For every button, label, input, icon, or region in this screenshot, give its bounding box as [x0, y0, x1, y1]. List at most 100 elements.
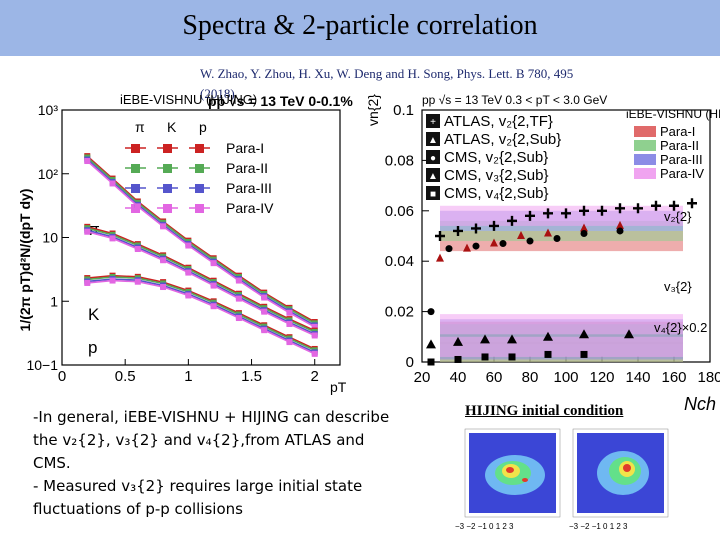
- spectra-legend-col: K: [167, 119, 177, 135]
- vn-annotation: v₄{2}×0.2: [654, 320, 707, 335]
- spectra-point: [84, 279, 91, 286]
- spectra-legend-label: Para-III: [226, 180, 272, 196]
- spectra-point: [261, 308, 268, 315]
- vn-point-atlas-tf: [543, 208, 553, 219]
- vn-legend-label: ATLAS, v₂{2,Sub}: [444, 131, 561, 148]
- vn-legend-label: CMS, v₄{2,Sub}: [444, 185, 549, 202]
- vn-xtick-label: 180: [697, 369, 720, 386]
- spectra-point: [286, 309, 293, 316]
- vn-model-legend-label: Para-IV: [660, 166, 704, 181]
- vn-xtick-label: 60: [486, 369, 503, 386]
- citation: W. Zhao, Y. Zhou, H. Xu, W. Deng and H. …: [200, 66, 574, 81]
- spectra-series-line: [87, 230, 316, 337]
- bullet-1: -In general, iEBE-VISHNU + HIJING can de…: [33, 408, 390, 472]
- vn-model-legend-label: Para-I: [660, 124, 695, 139]
- hijing-heatmap-2: −3 −2 −1 0 1 2 3: [569, 428, 669, 531]
- vn-point-cms-v2: [499, 240, 507, 248]
- vn-point-atlas-tf: [669, 200, 679, 211]
- vn-point-atlas-tf: [435, 231, 445, 241]
- spectra-series-line: [87, 279, 316, 355]
- spectra-ytick-label: 10³: [38, 102, 59, 118]
- citation-year: (2018): [200, 86, 235, 101]
- vn-point-cms-v3: [624, 329, 634, 339]
- vn-point-cms-v3: [426, 339, 436, 349]
- vn-point-atlas-sub: [616, 220, 624, 229]
- svg-text:−3 −2 −1 0 1 2 3: −3 −2 −1 0 1 2 3: [569, 522, 628, 531]
- vn-legend-marker: [426, 150, 440, 164]
- spectra-point: [311, 323, 318, 330]
- vn-point-cms-v3: [543, 331, 553, 341]
- vn-model-legend-label: Para-II: [660, 138, 699, 153]
- vn-ytick-label: 0.1: [393, 102, 414, 119]
- spectra-ytick-label: 10−1: [26, 357, 58, 373]
- spectra-series-line: [86, 160, 316, 328]
- spectra-point: [84, 228, 91, 235]
- vn-model-legend-swatch: [634, 154, 656, 165]
- vn-xtick-label: 80: [522, 369, 539, 386]
- spectra-legend-label: Para-I: [226, 140, 264, 156]
- vn-model-band: [440, 205, 683, 226]
- bullet-2: - Measured v₃{2} requires large initial …: [33, 477, 363, 518]
- vn-point-atlas-sub: [517, 231, 525, 239]
- vn-model-legend-swatch: [634, 126, 656, 137]
- vn-xlabel: Nch: [684, 394, 716, 414]
- spectra-point: [235, 295, 242, 302]
- vn-legend-glyph: ■: [430, 189, 436, 200]
- spectra-point: [109, 277, 116, 284]
- hijing-title: HIJING initial condition: [465, 403, 624, 419]
- vn-point-cms-v2: [553, 235, 561, 243]
- spectra-chart: 1/(2π pT)d²N/(dpT dy) iEBE-VISHNU (HIJIN…: [17, 92, 353, 395]
- spectra-point: [185, 269, 192, 276]
- vn-point-atlas-sub: [490, 238, 498, 247]
- spectra-point: [185, 242, 192, 249]
- spectra-series-line: [87, 226, 316, 332]
- spectra-point: [160, 223, 167, 230]
- vn-legend-glyph: ●: [430, 153, 436, 164]
- vn-point-cms-v4: [427, 358, 435, 366]
- species-label: K: [88, 305, 100, 324]
- vn-annotation: v₃{2}: [664, 279, 692, 294]
- spectra-point: [134, 278, 141, 285]
- vn-legend-label: CMS, v₃{2,Sub}: [444, 167, 549, 184]
- spectra-model-label: iEBE-VISHNU (HIJING): [120, 92, 257, 107]
- vn-xtick-label: 120: [589, 369, 614, 386]
- spectra-ylabel: 1/(2π pT)d²N/(dpT dy): [17, 189, 33, 332]
- spectra-point: [286, 320, 293, 327]
- vn-point-atlas-tf: [615, 203, 625, 214]
- vn-point-atlas-sub: [463, 243, 471, 252]
- vn-legend-marker: [426, 168, 440, 182]
- vn-point-cms-v4: [580, 350, 588, 358]
- vn-point-cms-v2: [580, 229, 588, 237]
- vn-point-cms-v4: [544, 350, 552, 358]
- slide-title: Spectra & 2-particle correlation: [182, 10, 538, 41]
- body-text: -In general, iEBE-VISHNU + HIJING can de…: [33, 406, 405, 521]
- spectra-point: [134, 203, 141, 210]
- vn-model-legend-swatch: [634, 168, 656, 179]
- vn-point-cms-v4: [454, 355, 462, 363]
- vn-ytick-label: 0: [406, 354, 414, 371]
- vn-point-cms-v3: [579, 329, 589, 339]
- hijing-heatmap-1: −3 −2 −1 0 1 2 3: [455, 428, 561, 531]
- spectra-legend-col: p: [199, 119, 207, 135]
- spectra-point: [160, 284, 167, 291]
- spectra-point: [134, 246, 141, 253]
- vn-title: pp √s = 13 TeV 0.3 < pT < 3.0 GeV: [422, 93, 607, 107]
- vn-legend-marker: [426, 114, 440, 128]
- spectra-point: [311, 332, 318, 339]
- vn-point-atlas-tf: [453, 225, 463, 236]
- vn-xtick-label: 20: [414, 369, 431, 386]
- vn-point-atlas-tf: [507, 215, 517, 226]
- vn-point-cms-v4: [508, 353, 516, 361]
- vn-point-cms-v2: [472, 242, 480, 250]
- spectra-xtick-label: 1: [184, 368, 192, 385]
- spectra-point: [311, 350, 318, 357]
- hijing-heatmaps: −3 −2 −1 0 1 2 3 −3 −2 −1 0 1 2 3: [455, 428, 669, 531]
- spectra-series-line: [87, 229, 316, 335]
- vn-legend-glyph: +: [430, 117, 436, 128]
- vn-model-label: iEBE-VISHNU (HIJING): [626, 107, 720, 121]
- spectra-point: [235, 277, 242, 284]
- spectra-series-line: [87, 227, 316, 333]
- vn-point-cms-v2: [526, 237, 534, 245]
- vn-ytick-label: 0.02: [385, 304, 414, 321]
- vn-point-cms-v3: [480, 334, 490, 344]
